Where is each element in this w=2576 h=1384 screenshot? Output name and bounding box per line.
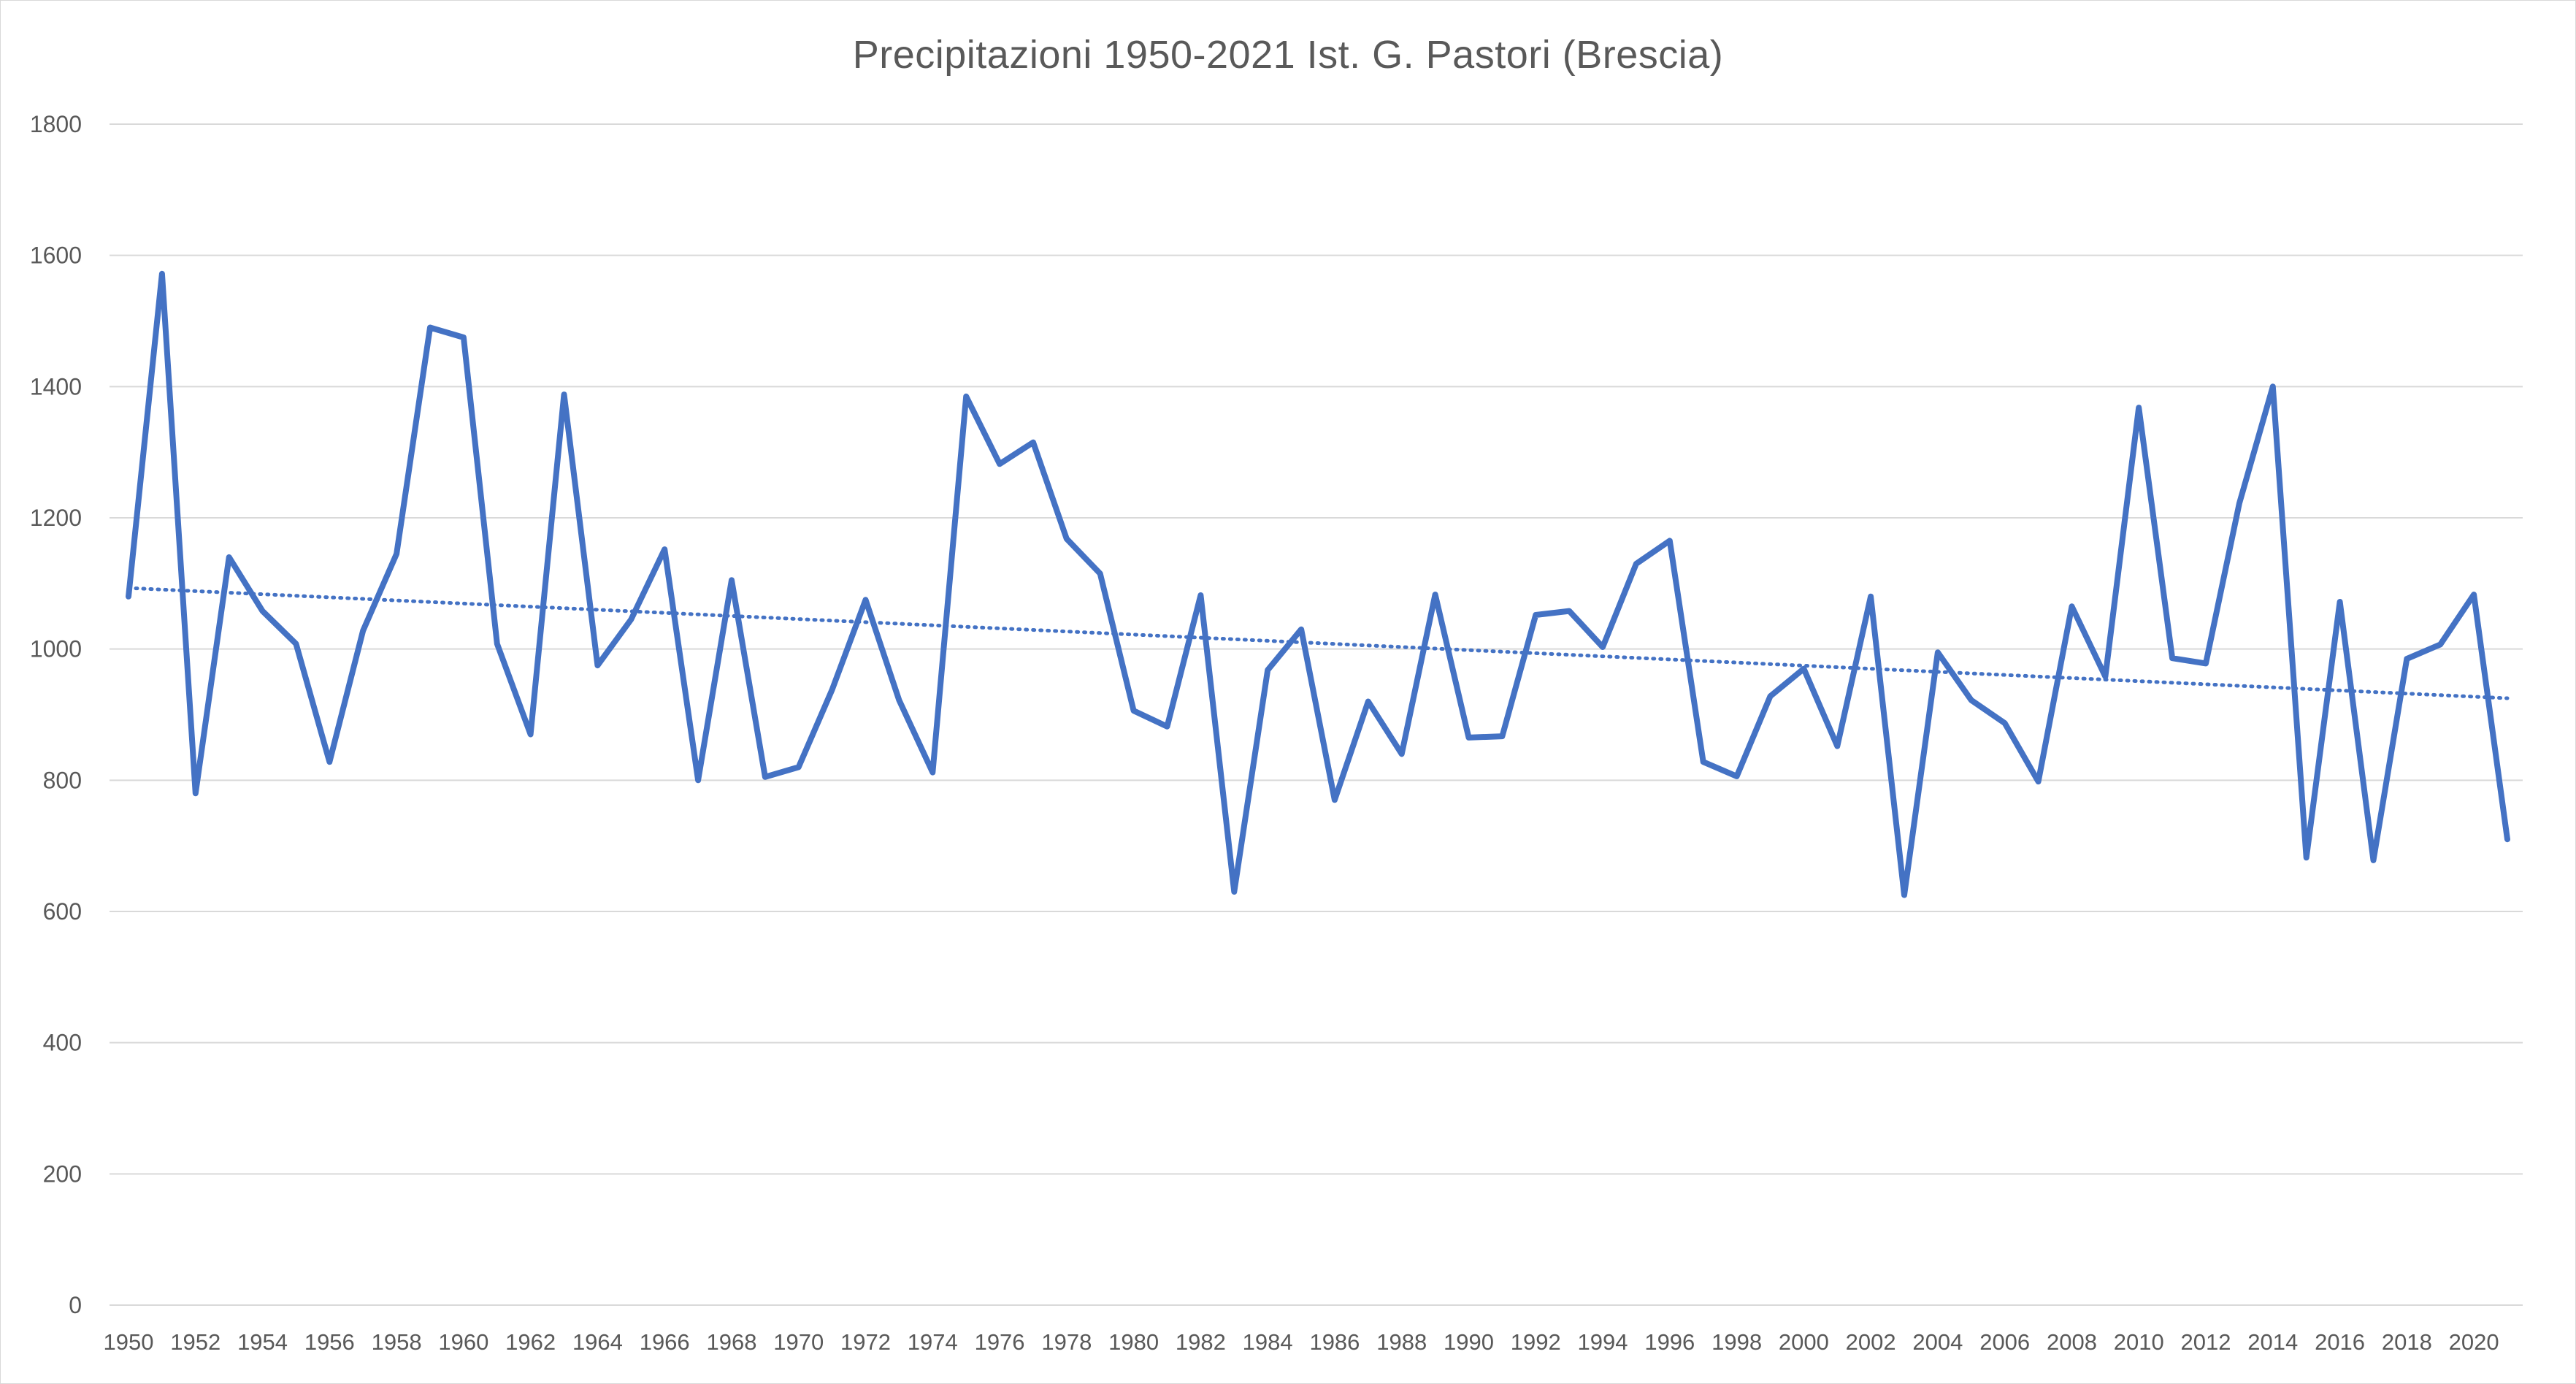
x-tick-label: 2020 xyxy=(2449,1329,2499,1355)
data-point xyxy=(1501,735,1503,737)
x-tick-label: 1978 xyxy=(1041,1329,1092,1355)
x-tick-label: 1966 xyxy=(640,1329,690,1355)
x-tick-label: 2014 xyxy=(2247,1329,2298,1355)
x-tick-label: 1980 xyxy=(1108,1329,1159,1355)
data-point xyxy=(1300,629,1302,630)
data-point xyxy=(429,326,431,328)
x-tick-label: 2012 xyxy=(2181,1329,2231,1355)
data-point xyxy=(161,273,163,275)
data-point xyxy=(2306,857,2307,858)
x-tick-label: 1970 xyxy=(773,1329,824,1355)
data-point xyxy=(2439,643,2441,645)
data-point xyxy=(2272,386,2274,387)
data-point xyxy=(2473,594,2475,595)
data-point xyxy=(1937,651,1939,653)
y-tick-label: 1200 xyxy=(30,505,82,531)
y-tick-label: 1400 xyxy=(30,373,82,399)
data-point xyxy=(597,665,598,666)
data-point xyxy=(1769,695,1771,697)
data-point xyxy=(530,733,532,735)
y-tick-label: 1600 xyxy=(30,242,82,269)
x-tick-label: 1982 xyxy=(1176,1329,1226,1355)
x-tick-label: 1960 xyxy=(438,1329,488,1355)
data-point xyxy=(798,766,800,768)
data-point xyxy=(630,619,632,620)
data-point xyxy=(664,548,665,550)
x-tick-label: 1956 xyxy=(304,1329,355,1355)
data-point xyxy=(2171,657,2173,659)
trendline xyxy=(126,586,2510,700)
data-point xyxy=(2071,605,2072,607)
x-tick-label: 1988 xyxy=(1376,1329,1427,1355)
data-point xyxy=(2104,676,2106,677)
data-point xyxy=(1468,737,1469,738)
precipitation-line xyxy=(126,270,2510,898)
x-tick-label: 2002 xyxy=(1846,1329,1896,1355)
y-tick-label: 400 xyxy=(43,1030,82,1056)
data-point xyxy=(1669,540,1671,541)
x-tick-label: 1994 xyxy=(1578,1329,1628,1355)
series-line xyxy=(126,270,2510,898)
x-tick-label: 1964 xyxy=(572,1329,623,1355)
x-tick-label: 1972 xyxy=(840,1329,891,1355)
data-point xyxy=(1803,668,1804,670)
x-tick-label: 2000 xyxy=(1779,1329,1829,1355)
x-tick-label: 1950 xyxy=(104,1329,154,1355)
data-point xyxy=(362,630,364,632)
x-tick-label: 1996 xyxy=(1644,1329,1695,1355)
data-point xyxy=(2004,722,2006,724)
x-tick-label: 1992 xyxy=(1511,1329,1561,1355)
chart-title: Precipitazioni 1950-2021 Ist. G. Pastori… xyxy=(852,33,1724,77)
x-tick-label: 1984 xyxy=(1243,1329,1293,1355)
y-tick-label: 800 xyxy=(43,767,82,793)
x-tick-label: 1976 xyxy=(975,1329,1025,1355)
x-tick-label: 2010 xyxy=(2114,1329,2164,1355)
trendline-linear xyxy=(126,586,2510,700)
data-point xyxy=(932,772,933,773)
data-point xyxy=(2507,838,2508,840)
x-tick-label: 1986 xyxy=(1309,1329,1360,1355)
data-point xyxy=(1167,726,1168,727)
data-point xyxy=(2205,662,2207,664)
data-point xyxy=(731,579,732,581)
x-tick-label: 1998 xyxy=(1711,1329,1762,1355)
data-point xyxy=(764,776,766,778)
y-tick-label: 600 xyxy=(43,898,82,925)
data-point xyxy=(1066,538,1067,540)
x-tick-label: 2016 xyxy=(2315,1329,2365,1355)
x-tick-label: 2004 xyxy=(1912,1329,1963,1355)
x-tick-label: 1990 xyxy=(1444,1329,1494,1355)
x-tick-label: 1958 xyxy=(372,1329,422,1355)
y-tick-label: 200 xyxy=(43,1161,82,1187)
x-tick-label: 1954 xyxy=(237,1329,288,1355)
y-tick-label: 1800 xyxy=(30,111,82,137)
y-axis-labels: 0 200 400 600 800 1000 1200 1400 1600 1800 xyxy=(30,111,82,1318)
x-tick-label: 2006 xyxy=(1979,1329,2030,1355)
data-point xyxy=(195,792,196,794)
x-tick-label: 1968 xyxy=(706,1329,756,1355)
y-tick-label: 0 xyxy=(69,1292,82,1318)
x-tick-label: 1962 xyxy=(505,1329,556,1355)
data-point xyxy=(965,396,967,397)
data-point xyxy=(1200,594,1201,596)
gridlines xyxy=(110,123,2523,1306)
data-point xyxy=(697,779,699,781)
data-point xyxy=(2339,601,2341,603)
x-tick-label: 1974 xyxy=(908,1329,958,1355)
x-tick-label: 1952 xyxy=(170,1329,221,1355)
data-point xyxy=(2038,781,2039,782)
y-tick-label: 1000 xyxy=(30,636,82,662)
x-axis-labels: 1950 1952 1954 1956 1958 1960 1962 1964 1966 1968… xyxy=(104,1329,2499,1355)
x-tick-label: 2018 xyxy=(2382,1329,2432,1355)
x-tick-label: 2008 xyxy=(2047,1329,2097,1355)
data-point xyxy=(1032,442,1034,443)
